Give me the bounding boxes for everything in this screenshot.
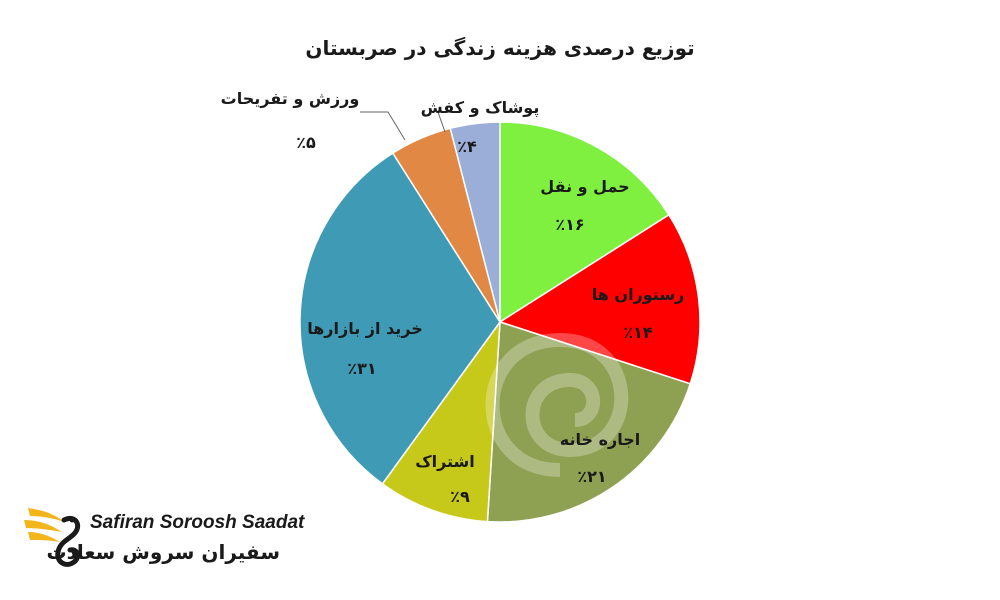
leader-line (437, 111, 446, 133)
pie-slice (486, 320, 692, 523)
watermark-swirl (485, 332, 629, 477)
slice-value-label: ٪۵ (296, 133, 316, 152)
slice-value-label: ٪۲۱ (577, 467, 606, 486)
pie-slice (449, 121, 501, 323)
logo-farsi-text: سفیران سروش سعادت (46, 540, 281, 564)
slice-label: اجاره خانه (560, 430, 641, 449)
bird-logo-icon (24, 508, 81, 567)
slice-label: ورزش و تفریحات (221, 89, 360, 108)
brand-logo: Safiran Soroosh Saadat سفیران سروش سعادت (20, 490, 304, 590)
slice-value-label: ٪۹ (450, 487, 470, 506)
pie-slice (498, 213, 701, 385)
slice-value-label: ٪۱۶ (555, 215, 584, 234)
slice-label: اشتراک (415, 452, 475, 471)
slice-value-label: ٪۳۱ (347, 359, 376, 378)
pie-slice (499, 121, 670, 324)
slice-label: رستوران ها (592, 285, 685, 304)
slice-label: حمل و نقل (540, 177, 629, 196)
logo-latin-text: Safiran Soroosh Saadat (90, 512, 305, 533)
chart-title: توزیع درصدی هزینه زندگی در صربستان (305, 36, 695, 60)
leader-line (360, 111, 406, 141)
pie-slice (381, 319, 501, 523)
slice-value-label: ٪۱۴ (623, 323, 653, 342)
slice-value-label: ٪۴ (457, 137, 477, 156)
slice-label: پوشاک و کفش (421, 98, 540, 118)
pie-slice (299, 152, 501, 485)
slice-label: خرید از بازارها (307, 319, 423, 338)
